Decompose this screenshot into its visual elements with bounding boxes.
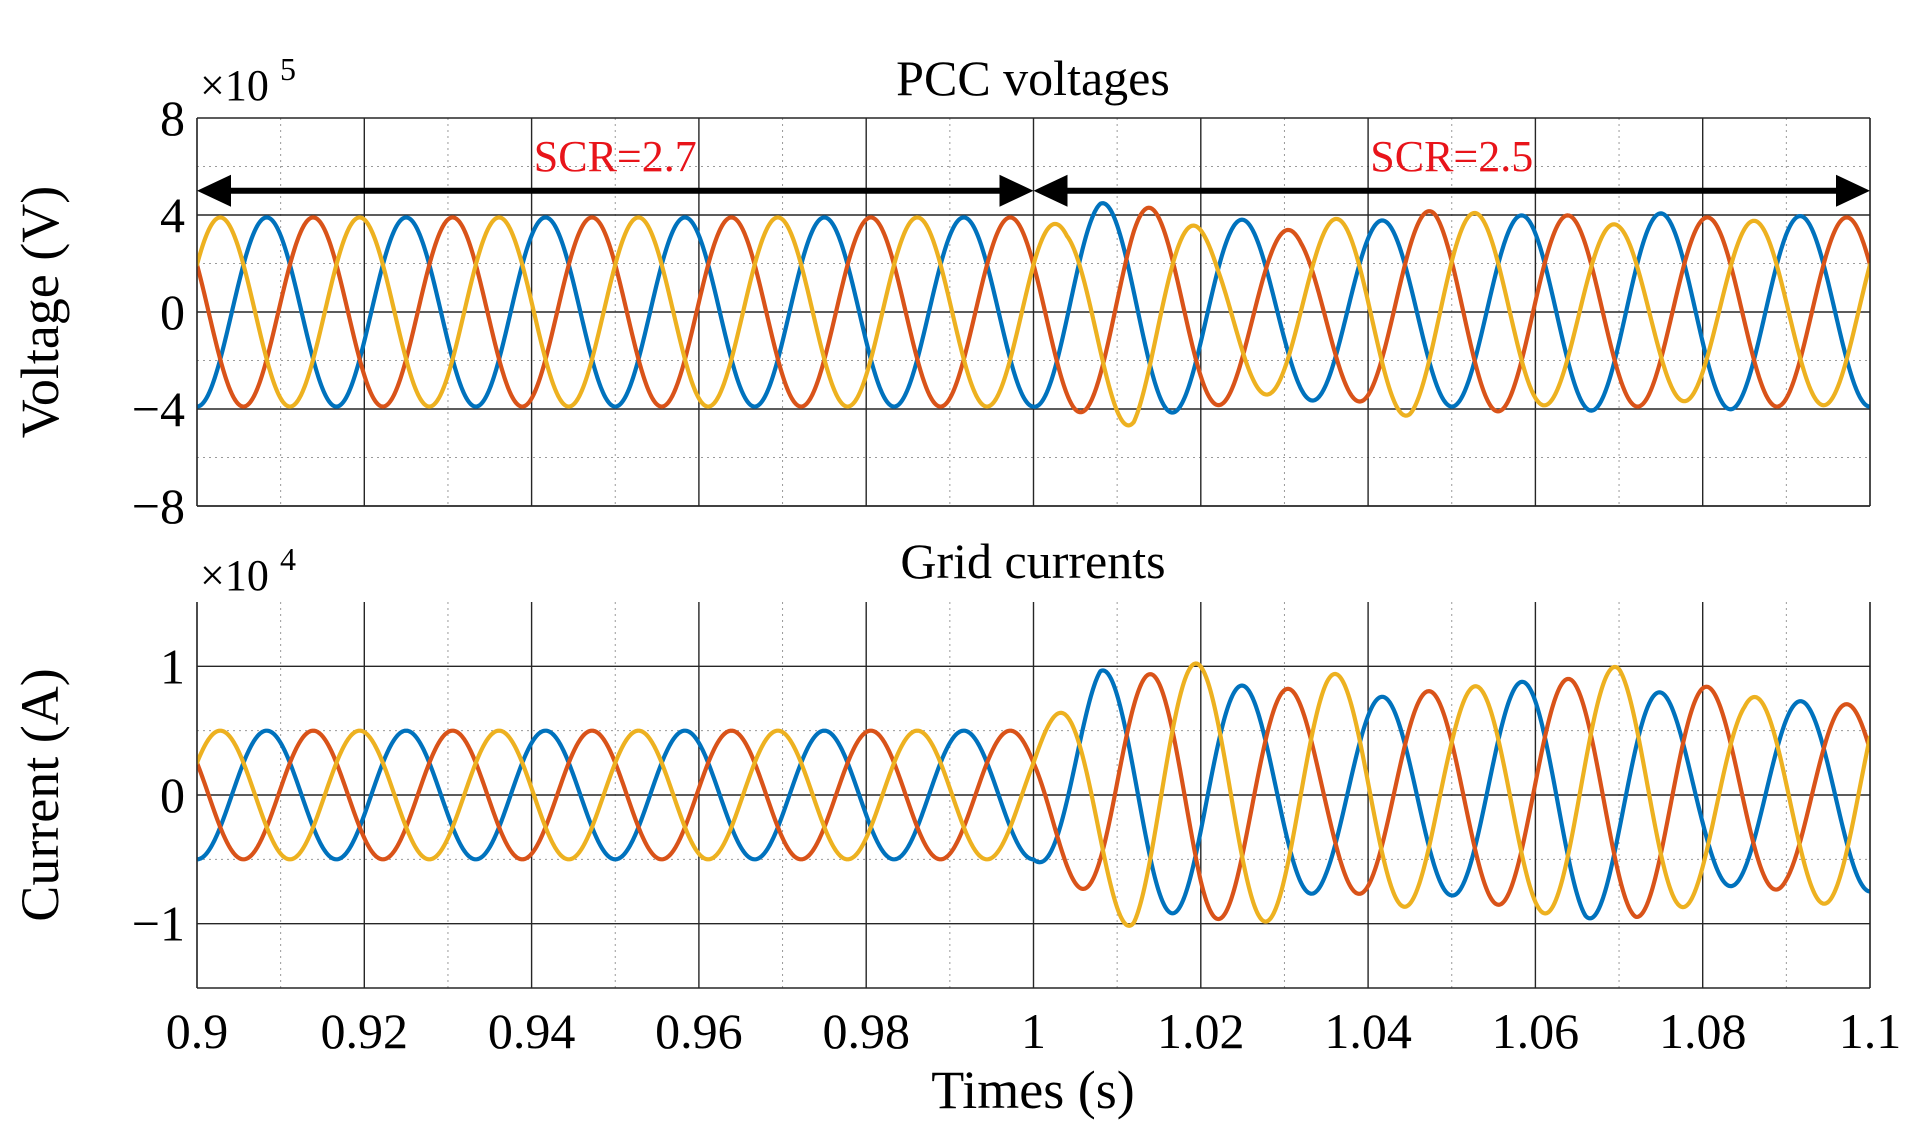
voltage-y-tick-label: 4 — [160, 187, 185, 243]
current-series-group — [197, 661, 1870, 928]
voltage-series-phase-C — [197, 210, 1870, 428]
current-y-ticks: −1 0 1 — [132, 638, 185, 951]
x-tick-label: 1.1 — [1839, 1003, 1902, 1059]
x-tick-label: 1.08 — [1659, 1003, 1747, 1059]
x-tick-label: 0.94 — [488, 1003, 576, 1059]
x-tick-label: 0.96 — [655, 1003, 743, 1059]
current-series-phase-C — [197, 661, 1870, 928]
voltage-y-ticks: −8 −4 0 4 8 — [132, 90, 185, 534]
scr-2-5-label: SCR=2.5 — [1370, 132, 1533, 181]
scr-arrow-right: SCR=2.5 — [1033, 132, 1870, 207]
current-y-tick-label: 0 — [160, 767, 185, 823]
voltage-panel: −8 −4 0 4 8 PCC voltages Voltage (V) ×10 5 S… — [10, 50, 1871, 534]
x-tick-label: 1 — [1021, 1003, 1046, 1059]
voltage-y-axis-label: Voltage (V) — [10, 186, 70, 438]
current-chart-title: Grid currents — [900, 533, 1165, 589]
voltage-series-phase-A — [197, 201, 1870, 415]
scr-arrow-right-start-head — [1033, 174, 1068, 207]
current-x-ticks: 0.9 0.92 0.94 0.96 0.98 1 1.02 1.04 1.06 1.08 1.1 — [166, 1003, 1902, 1059]
x-tick-label: 0.98 — [822, 1003, 910, 1059]
current-panel: −1 0 1 0.9 0.92 0.94 0.96 0.98 1 1.02 1.04 1.06 1.0… — [10, 533, 1901, 1120]
voltage-exponent-power: 5 — [280, 51, 296, 87]
voltage-chart-title: PCC voltages — [896, 50, 1170, 106]
x-axis-label: Times (s) — [931, 1060, 1135, 1120]
scr-arrow-left-end-head — [999, 174, 1034, 207]
voltage-exponent-base: ×10 — [200, 61, 269, 110]
voltage-series-group — [197, 201, 1870, 428]
current-y-axis-label: Current (A) — [10, 668, 70, 921]
scr-arrow-left-start-head — [197, 174, 231, 207]
current-grid — [196, 602, 1871, 988]
voltage-y-tick-label: 8 — [160, 90, 185, 146]
voltage-grid — [196, 117, 1871, 507]
current-exponent-power: 4 — [280, 541, 296, 577]
voltage-y-tick-label: 0 — [160, 284, 185, 340]
current-y-tick-label: 1 — [160, 638, 185, 694]
current-y-tick-label: −1 — [132, 896, 185, 952]
scr-arrow-right-end-head — [1836, 174, 1870, 207]
current-exponent-label: ×10 4 — [200, 541, 296, 600]
x-tick-label: 0.9 — [166, 1003, 229, 1059]
x-tick-label: 1.06 — [1492, 1003, 1580, 1059]
x-tick-label: 1.02 — [1157, 1003, 1245, 1059]
current-exponent-base: ×10 — [200, 551, 269, 600]
current-axes — [196, 602, 1871, 989]
x-tick-label: 0.92 — [321, 1003, 409, 1059]
current-series-phase-A — [197, 668, 1870, 921]
scr-annotations: SCR=2.7 SCR=2.5 — [197, 132, 1870, 207]
scr-2-7-label: SCR=2.7 — [534, 132, 697, 181]
voltage-exponent-label: ×10 5 — [200, 51, 296, 110]
voltage-y-tick-label: −4 — [132, 381, 185, 437]
voltage-y-tick-label: −8 — [132, 478, 185, 534]
x-tick-label: 1.04 — [1324, 1003, 1412, 1059]
voltage-axes — [196, 118, 1871, 507]
scr-arrow-left: SCR=2.7 — [197, 132, 1034, 207]
